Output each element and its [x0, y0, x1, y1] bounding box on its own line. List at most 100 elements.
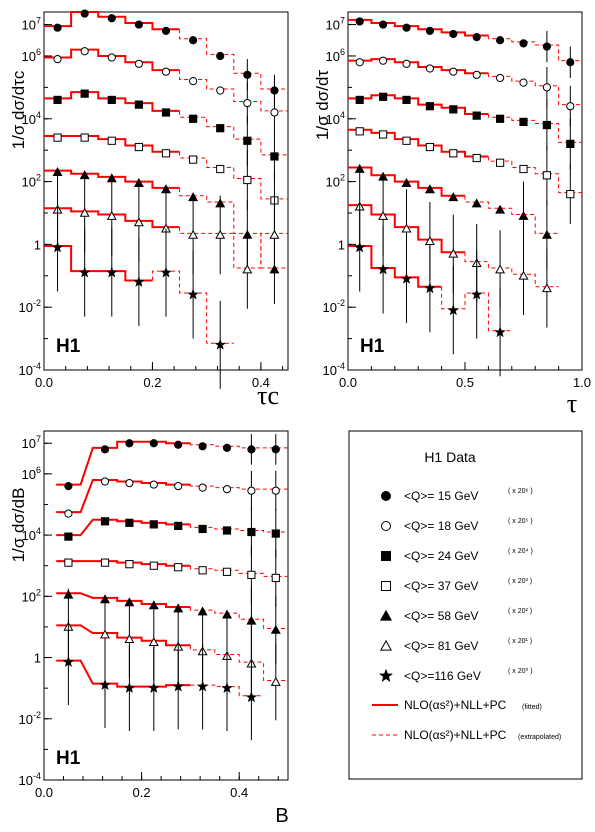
circle-open-marker-icon [381, 521, 391, 531]
legend-entry-label: <Q>= 81 GeV [404, 639, 478, 653]
data-point [198, 524, 207, 534]
legend-entry: <Q>= 24 GeV ( x 20⁴ ) [381, 548, 533, 563]
legend: H1 Data <Q>= 15 GeV ( x 20⁶ ) <Q>= 18 GeV (… [348, 430, 583, 780]
data-point [401, 177, 412, 187]
data-point [189, 114, 198, 123]
data-point [174, 482, 183, 491]
data-point [198, 566, 207, 575]
y-tick-label: 10-2 [19, 298, 41, 315]
y-tick-label: 10-4 [19, 361, 41, 378]
data-point [246, 615, 257, 625]
data-point [80, 89, 89, 98]
legend-entry-scale: ( x 20⁰ ) [508, 667, 533, 675]
data-point [402, 23, 411, 32]
data-point [566, 190, 575, 199]
data-point [222, 485, 232, 494]
y-tick-label: 107 [326, 16, 345, 33]
data-point [189, 76, 198, 86]
data-point [447, 304, 460, 316]
theory-fitted-line [348, 244, 442, 288]
data-point [496, 73, 505, 83]
data-point [243, 175, 252, 185]
data-point [449, 149, 458, 158]
data-point [424, 282, 436, 294]
data-point [566, 139, 575, 148]
theory-fitted-line [56, 659, 191, 688]
data-point [221, 682, 233, 694]
panel-b: 1/σ dσ/dB B H1 0.0 0.2 0.4 10-4 10-2 1 102 104 1… [9, 430, 289, 827]
legend-entry-label: <Q>= 24 GeV [404, 549, 478, 563]
data-point [542, 42, 552, 51]
legend-title: H1 Data [424, 449, 476, 465]
theory-extrapolated-line [464, 252, 559, 288]
xlabel-tau: τ [567, 389, 577, 418]
data-point [100, 517, 110, 526]
data-point [134, 59, 143, 68]
y-tick-label: 1 [34, 237, 41, 252]
data-point [149, 561, 158, 570]
data-point [519, 164, 528, 174]
data-point [216, 164, 225, 174]
panel-tau-c-frame [43, 11, 289, 371]
data-point [271, 486, 280, 495]
panel-tau-c: 1/σ dσ/dτc τc H1 0.0 0.2 0.4 10-4 10-2 1 102 10… [9, 9, 289, 410]
theory-fitted-line [348, 58, 489, 75]
data-point [80, 133, 89, 142]
data-point [222, 609, 232, 619]
data-point [541, 229, 552, 239]
data-point [134, 20, 143, 29]
data-point [53, 23, 62, 32]
data-point [53, 55, 62, 64]
data-point [147, 682, 160, 694]
theory-extrapolated-line [487, 73, 582, 106]
x-tick-label: 1.0 [573, 375, 591, 390]
data-point [378, 210, 389, 220]
legend-line-tag: (extrapolated) [518, 734, 561, 741]
data-point [80, 47, 89, 56]
data-point [400, 272, 413, 284]
data-point [161, 108, 171, 117]
data-point [148, 637, 159, 647]
data-point [270, 624, 281, 634]
data-point [149, 439, 158, 448]
data-point [269, 229, 280, 239]
data-point [472, 111, 481, 120]
data-point [198, 483, 207, 492]
legend-line-label: NLO(αs²)+NLL+PC [404, 728, 507, 742]
data-point [125, 518, 134, 527]
data-point [125, 560, 134, 569]
data-point [542, 171, 551, 180]
data-point [424, 236, 435, 246]
square-marker-icon [381, 551, 391, 561]
xlabel-tau-c: τc [257, 381, 279, 410]
data-point [174, 563, 183, 572]
theory-extrapolated-line [179, 70, 288, 112]
y-tick-label: 107 [22, 434, 41, 451]
data-point [425, 26, 434, 35]
data-point [79, 207, 90, 217]
y-tick-label: 102 [326, 173, 345, 190]
data-point [53, 95, 62, 105]
data-point [80, 9, 89, 18]
data-point [172, 680, 185, 692]
theory-extrapolated-line [189, 645, 288, 682]
data-point [448, 192, 459, 202]
data-point [107, 95, 116, 105]
legend-entry-label: <Q>=116 GeV [404, 669, 481, 683]
data-point [215, 229, 226, 239]
data-point [472, 70, 481, 79]
y-tick-label: 1 [34, 651, 41, 666]
x-tick-label: 0.4 [230, 785, 248, 800]
data-point [125, 439, 134, 448]
h1-tag-tau: H1 [360, 336, 385, 357]
theory-extrapolated-line [189, 484, 288, 490]
data-point [247, 570, 256, 579]
legend-entry-label: <Q>= 15 GeV [404, 489, 478, 503]
theory-fitted-line [348, 94, 489, 116]
theory-fitted-line [348, 128, 489, 158]
data-point [353, 241, 366, 253]
legend-entry: <Q>= 15 GeV ( x 20⁶ ) [381, 488, 533, 503]
data-point [196, 680, 209, 692]
legend-entry-label: <Q>= 18 GeV [404, 519, 478, 533]
data-point [222, 443, 232, 452]
